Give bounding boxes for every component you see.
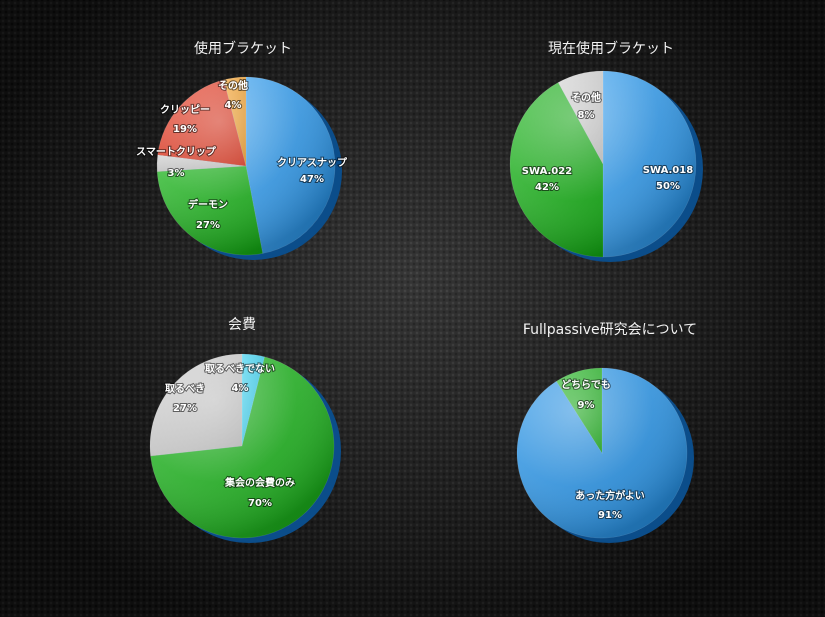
slice-percent: 4% bbox=[232, 383, 249, 394]
pie-chart-2: 現在使用ブラケット SWA.018 50% SWA.022 42% その他 8% bbox=[509, 40, 703, 262]
slice-label: 取るべき bbox=[165, 383, 205, 395]
slice-label: どちらでも bbox=[561, 378, 611, 391]
slice-percent: 4% bbox=[225, 100, 242, 111]
slice-label: SWA.022 bbox=[522, 166, 572, 177]
slice-label: その他 bbox=[571, 91, 601, 104]
slice-percent: 70% bbox=[248, 498, 272, 509]
pie-gloss bbox=[150, 354, 334, 538]
slice-label: 集会の会費のみ bbox=[224, 476, 295, 489]
slice-label: デーモン bbox=[188, 198, 228, 211]
pie-gloss bbox=[510, 71, 696, 257]
slice-percent: 9% bbox=[578, 400, 595, 411]
slice-percent: 3% bbox=[168, 168, 185, 179]
slice-label: スマートクリップ bbox=[136, 145, 217, 158]
slice-percent: 19% bbox=[173, 124, 197, 135]
slice-label: クリアスナップ bbox=[277, 156, 348, 169]
pie-gloss bbox=[517, 368, 687, 538]
slice-percent: 91% bbox=[598, 510, 622, 521]
pie-gloss bbox=[157, 77, 335, 255]
chart-title: 会費 bbox=[228, 317, 256, 333]
slice-percent: 8% bbox=[578, 110, 595, 121]
slice-label: 取るべきでない bbox=[205, 363, 275, 375]
chart-title: Fullpassive研究会について bbox=[523, 322, 697, 338]
chart-title: 使用ブラケット bbox=[194, 40, 292, 57]
slice-label: あった方がよい bbox=[575, 489, 645, 502]
slice-label: SWA.018 bbox=[643, 165, 693, 176]
slice-percent: 27% bbox=[173, 403, 197, 414]
slice-percent: 50% bbox=[656, 181, 680, 192]
slice-percent: 27% bbox=[196, 220, 220, 231]
slice-label: クリッピー bbox=[160, 104, 210, 116]
slice-percent: 47% bbox=[300, 174, 324, 185]
chart-title: 現在使用ブラケット bbox=[548, 40, 674, 57]
slice-percent: 42% bbox=[535, 182, 559, 193]
slice-label: その他 bbox=[218, 79, 248, 92]
